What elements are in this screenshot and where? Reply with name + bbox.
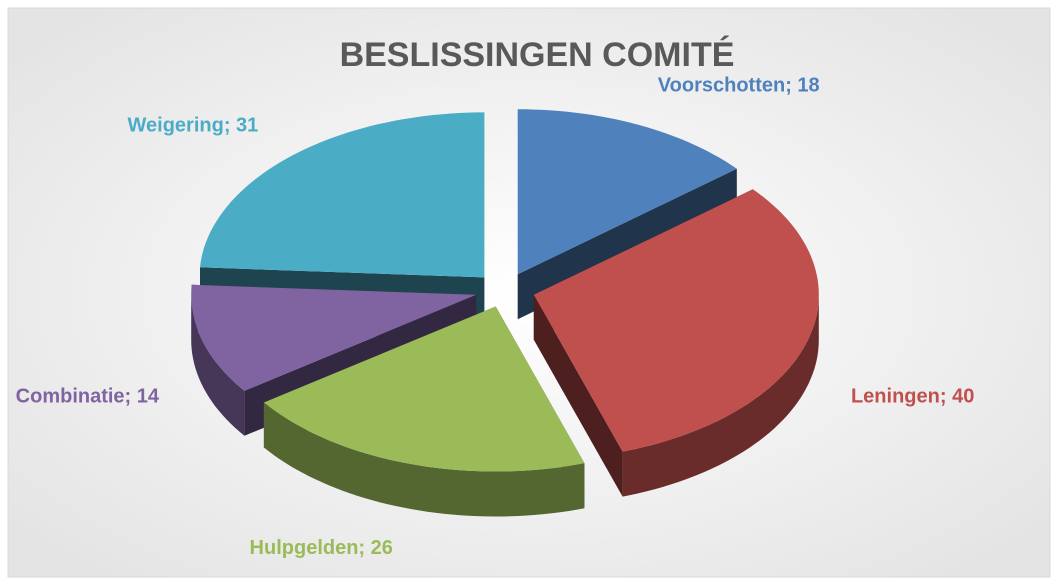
pie-slice xyxy=(263,306,585,517)
slice-top xyxy=(533,189,819,452)
pie-slice xyxy=(533,189,819,497)
slice-top xyxy=(263,306,585,472)
slice-side xyxy=(191,294,245,436)
slice-side xyxy=(622,294,819,497)
slice-top xyxy=(200,112,485,278)
data-label: Weigering; 31 xyxy=(128,114,259,136)
data-label: Voorschotten; 18 xyxy=(658,75,820,97)
chart-title: BESLISSINGEN COMITÉ xyxy=(340,36,735,74)
slice-top xyxy=(517,109,737,275)
data-label: Hulpgelden; 26 xyxy=(250,537,393,559)
slice-top xyxy=(191,284,477,391)
data-label: Leningen; 40 xyxy=(851,385,974,407)
slice-wall xyxy=(533,294,623,497)
slice-side xyxy=(263,402,585,517)
data-label: Combinatie; 14 xyxy=(16,385,160,407)
